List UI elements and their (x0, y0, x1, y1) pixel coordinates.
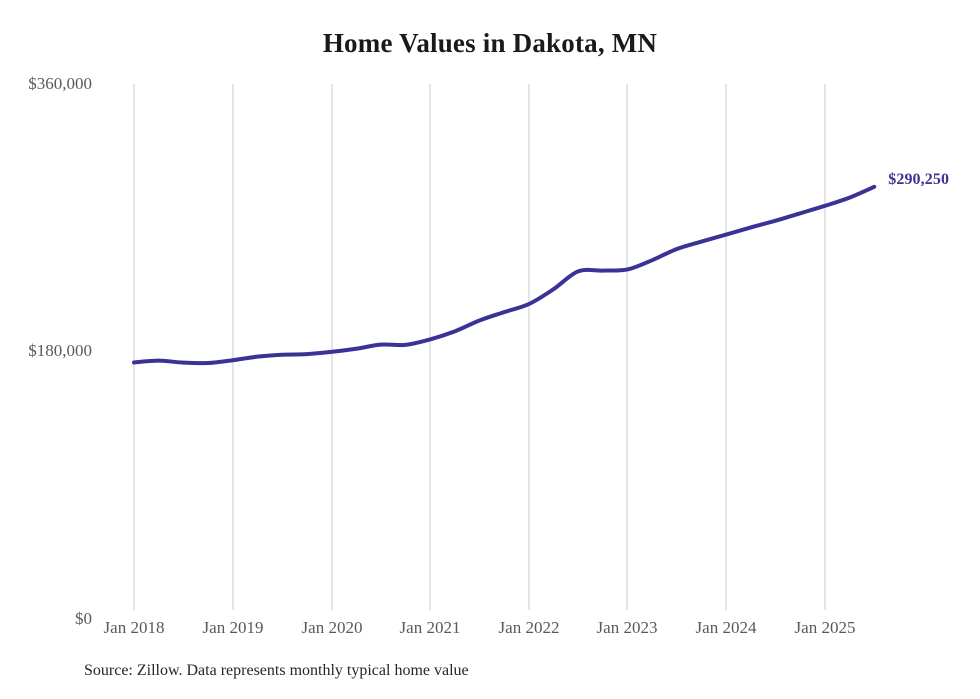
x-axis-tick-label: Jan 2023 (596, 618, 658, 637)
end-value-annotation: $290,250 (888, 170, 950, 188)
x-axis-tick-label: Jan 2022 (498, 618, 560, 637)
y-axis-tick-label: $0 (75, 609, 92, 628)
x-axis-tick-label: Jan 2020 (301, 618, 363, 637)
vertical-gridlines (133, 84, 826, 610)
y-axis-tick-label: $180,000 (28, 341, 92, 360)
x-axis-tick-label: Jan 2025 (794, 618, 856, 637)
x-axis-tick-label: Jan 2019 (202, 618, 264, 637)
data-line-series (132, 184, 877, 366)
source-note: Source: Zillow. Data represents monthly … (84, 662, 469, 679)
chart-title: Home Values in Dakota, MN (322, 28, 658, 58)
y-axis-tick-label: $360,000 (28, 74, 92, 93)
x-axis-tick-label: Jan 2021 (399, 618, 461, 637)
x-axis-tick-label: Jan 2018 (103, 618, 165, 637)
x-axis-tick-label: Jan 2024 (695, 618, 757, 637)
